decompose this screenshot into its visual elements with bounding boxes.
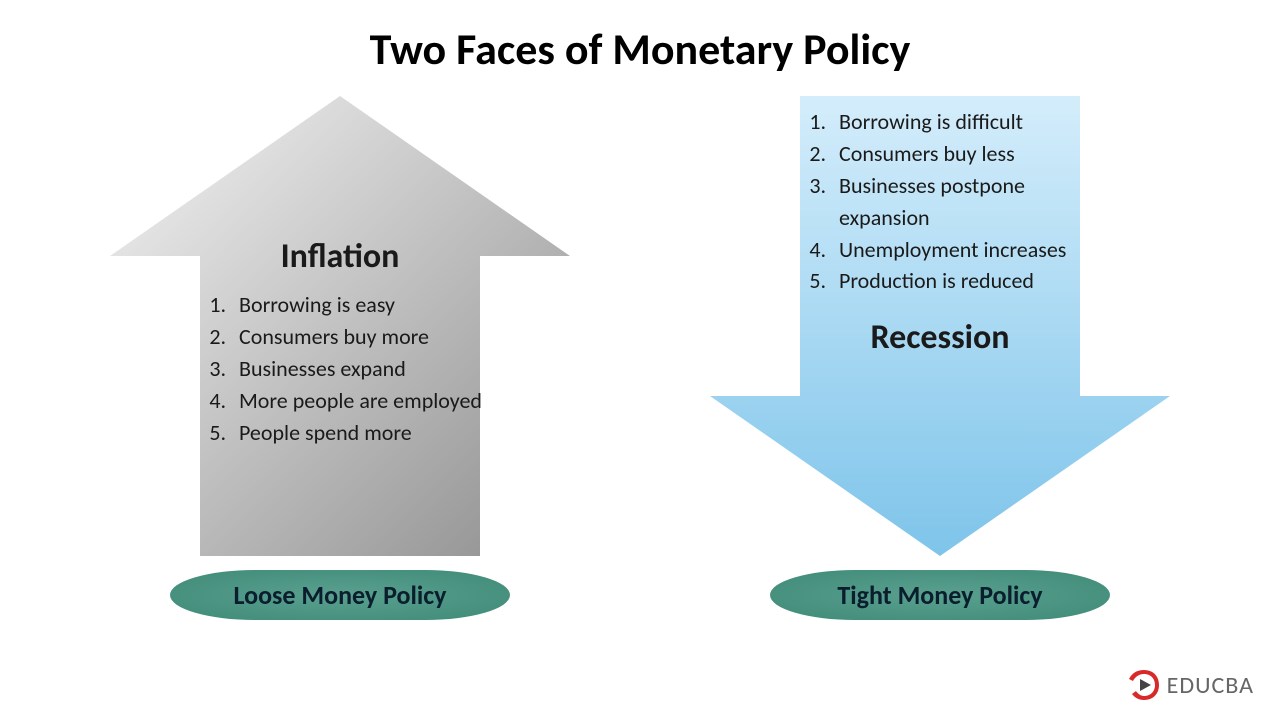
inflation-heading: Inflation — [281, 236, 400, 277]
recession-item-2: Consumers buy less — [831, 138, 1085, 170]
inflation-item-1: Borrowing is easy — [231, 289, 485, 321]
up-arrow-box: Inflation Borrowing is easy Consumers bu… — [110, 96, 570, 556]
logo-text: EDUCBA — [1167, 671, 1254, 700]
inflation-item-2: Consumers buy more — [231, 321, 485, 353]
tight-money-pill: Tight Money Policy — [770, 570, 1110, 620]
up-arrow-content: Inflation Borrowing is easy Consumers bu… — [110, 226, 570, 556]
play-icon — [1127, 668, 1161, 702]
columns-container: Inflation Borrowing is easy Consumers bu… — [0, 96, 1280, 620]
recession-item-4: Unemployment increases — [831, 234, 1085, 266]
recession-heading: Recession — [870, 317, 1009, 358]
recession-item-3: Businesses postpone expansion — [831, 170, 1085, 234]
left-column: Inflation Borrowing is easy Consumers bu… — [80, 96, 600, 620]
inflation-item-4: More people are employed — [231, 385, 485, 417]
recession-item-5: Production is reduced — [831, 265, 1085, 297]
down-arrow-box: Borrowing is difficult Consumers buy les… — [710, 96, 1170, 556]
educba-logo: EDUCBA — [1127, 668, 1254, 702]
right-column: Borrowing is difficult Consumers buy les… — [680, 96, 1200, 620]
inflation-item-3: Businesses expand — [231, 353, 485, 385]
recession-list: Borrowing is difficult Consumers buy les… — [795, 106, 1085, 297]
inflation-list: Borrowing is easy Consumers buy more Bus… — [195, 289, 485, 448]
inflation-item-5: People spend more — [231, 417, 485, 449]
loose-money-pill: Loose Money Policy — [170, 570, 510, 620]
down-arrow-content: Borrowing is difficult Consumers buy les… — [710, 106, 1170, 426]
page-title: Two Faces of Monetary Policy — [0, 0, 1280, 76]
recession-item-1: Borrowing is difficult — [831, 106, 1085, 138]
